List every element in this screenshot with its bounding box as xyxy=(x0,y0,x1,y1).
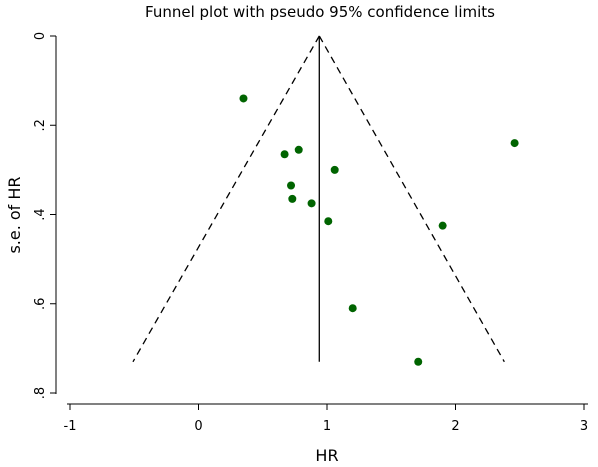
x-axis-ticks: -1 0 1 2 3 xyxy=(64,404,588,434)
data-point xyxy=(294,145,303,154)
chart-title: Funnel plot with pseudo 95% confidence l… xyxy=(145,3,495,21)
data-point xyxy=(348,304,357,313)
x-tick-label: 0 xyxy=(194,419,202,434)
funnel-lines xyxy=(132,35,505,363)
x-axis-label: HR xyxy=(315,446,338,465)
data-point xyxy=(307,199,316,208)
x-tick-label: 2 xyxy=(451,419,459,434)
funnel-left-limit xyxy=(132,35,320,363)
data-point xyxy=(239,94,248,103)
data-point xyxy=(288,194,297,203)
data-point xyxy=(330,165,339,174)
y-tick-label: .6 xyxy=(33,298,48,310)
data-point xyxy=(438,221,447,230)
data-point xyxy=(510,139,519,148)
data-point xyxy=(280,150,289,159)
y-tick-label: .2 xyxy=(33,119,48,131)
x-tick-label: 1 xyxy=(323,419,331,434)
x-tick-label: -1 xyxy=(64,419,77,434)
funnel-right-limit xyxy=(318,35,505,363)
data-point xyxy=(414,357,423,366)
y-axis-label: s.e. of HR xyxy=(5,176,24,253)
y-tick-label: .4 xyxy=(33,208,48,220)
data-point xyxy=(287,181,296,190)
y-axis-ticks: 0 .2 .4 .6 .8 xyxy=(33,32,56,399)
data-points xyxy=(239,94,519,366)
x-tick-label: 3 xyxy=(580,419,588,434)
y-tick-label: 0 xyxy=(33,32,48,40)
data-point xyxy=(324,217,333,226)
y-tick-label: .8 xyxy=(33,387,48,399)
